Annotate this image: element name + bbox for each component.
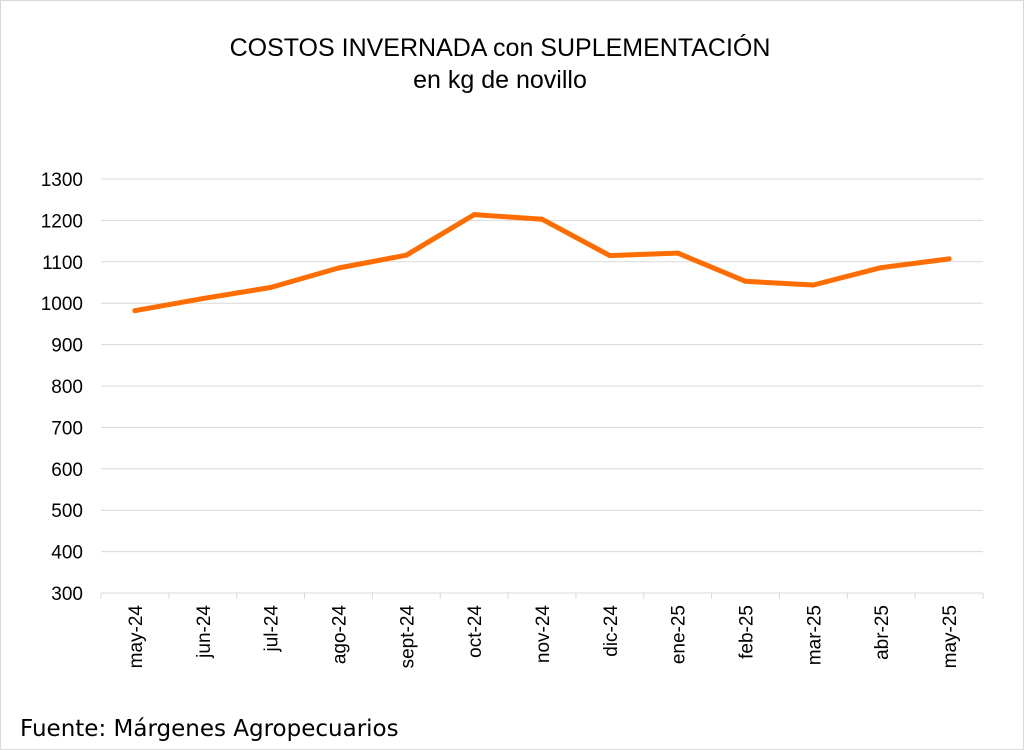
gridlines [101,178,983,553]
data-point [810,282,816,288]
x-tick-label: feb-25 [737,605,758,659]
y-tick-label: 1100 [42,253,83,274]
series [132,212,952,314]
x-tick-label: ene-25 [669,605,690,664]
y-tick-label: 500 [51,501,83,522]
y-tick-label: 1000 [41,294,83,315]
data-point [539,216,545,222]
y-tick-label: 300 [51,584,83,605]
data-point [607,253,613,259]
data-point [946,256,952,262]
x-tick-label: may-24 [126,605,147,669]
x-tick-label: mar-25 [804,605,825,665]
y-tick-label: 1300 [41,170,83,191]
y-tick-label: 700 [51,418,83,439]
data-point [200,296,206,302]
x-tick-label: nov-24 [533,605,554,664]
x-tick-label: oct-24 [465,605,486,658]
x-tick-labels: may-24 jun-24 jul-24 ago-24 sept-24 oct-24 nov… [126,605,961,669]
data-point [743,278,749,284]
data-point [675,250,681,256]
series-line [132,212,952,314]
chart-title-block: COSTOS INVERNADA con SUPLEMENTACIÓN en k… [0,32,1000,96]
x-tick-label: ago-24 [329,605,350,665]
x-tick-label: sept-24 [397,605,418,669]
y-tick-labels: 300 400 500 600 700 800 900 1000 1100 1200 1300 [41,170,83,605]
x-tick-label: may-25 [940,605,961,668]
x-tick-label: jun-24 [194,605,215,659]
axes [100,592,984,599]
y-tick-label: 800 [51,377,83,398]
x-tick-label: dic-24 [601,605,622,657]
chart-subtitle: en kg de novillo [413,66,587,94]
x-tick-label: jul-24 [262,605,283,653]
x-tick-label: abr-25 [872,605,893,660]
chart-title: COSTOS INVERNADA con SUPLEMENTACIÓN [229,34,771,62]
data-point [268,284,274,290]
source-note: Fuente: Márgenes Agropecuarios [20,716,399,742]
y-tick-label: 900 [51,336,83,357]
data-point [132,308,138,314]
data-point [403,252,409,258]
data-point [878,265,884,271]
y-tick-label: 600 [51,460,83,481]
y-tick-label: 1200 [41,211,83,232]
data-point [471,212,477,218]
data-point [335,265,341,271]
y-tick-label: 400 [51,543,83,564]
